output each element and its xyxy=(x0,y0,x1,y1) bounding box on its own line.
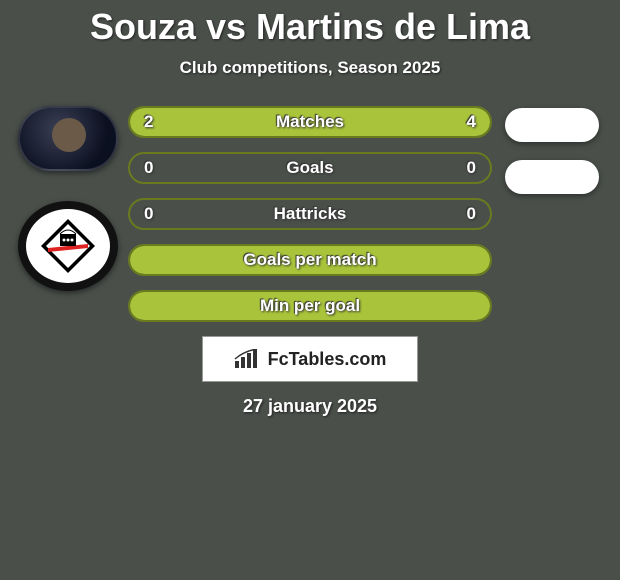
player-photo xyxy=(18,106,118,171)
stat-label: Goals per match xyxy=(130,250,490,270)
stat-label: Min per goal xyxy=(130,296,490,316)
team-badge xyxy=(18,201,118,291)
right-pill-1 xyxy=(505,108,599,142)
right-pill-2 xyxy=(505,160,599,194)
left-column xyxy=(8,98,128,322)
stat-label: Goals xyxy=(130,158,490,178)
date-label: 27 january 2025 xyxy=(0,396,620,417)
fctables-logo[interactable]: FcTables.com xyxy=(202,336,418,382)
page-subtitle: Club competitions, Season 2025 xyxy=(0,58,620,78)
right-column xyxy=(492,98,612,322)
stat-row-goals-per-match: Goals per match xyxy=(128,244,492,276)
stat-row-hattricks: 00Hattricks xyxy=(128,198,492,230)
logo-text: FcTables.com xyxy=(268,349,387,370)
page-title: Souza vs Martins de Lima xyxy=(0,0,620,48)
stat-label: Matches xyxy=(130,112,490,132)
stat-label: Hattricks xyxy=(130,204,490,224)
bar-chart-icon xyxy=(234,349,260,369)
comparison-main: 24Matches 00Goals 00Hattricks Goals per mat… xyxy=(0,98,620,322)
stats-bars: 24Matches 00Goals 00Hattricks Goals per mat… xyxy=(128,98,492,322)
stat-row-goals: 00Goals xyxy=(128,152,492,184)
stat-row-min-per-goal: Min per goal xyxy=(128,290,492,322)
stat-row-matches: 24Matches xyxy=(128,106,492,138)
vasco-crest-icon xyxy=(38,216,98,276)
